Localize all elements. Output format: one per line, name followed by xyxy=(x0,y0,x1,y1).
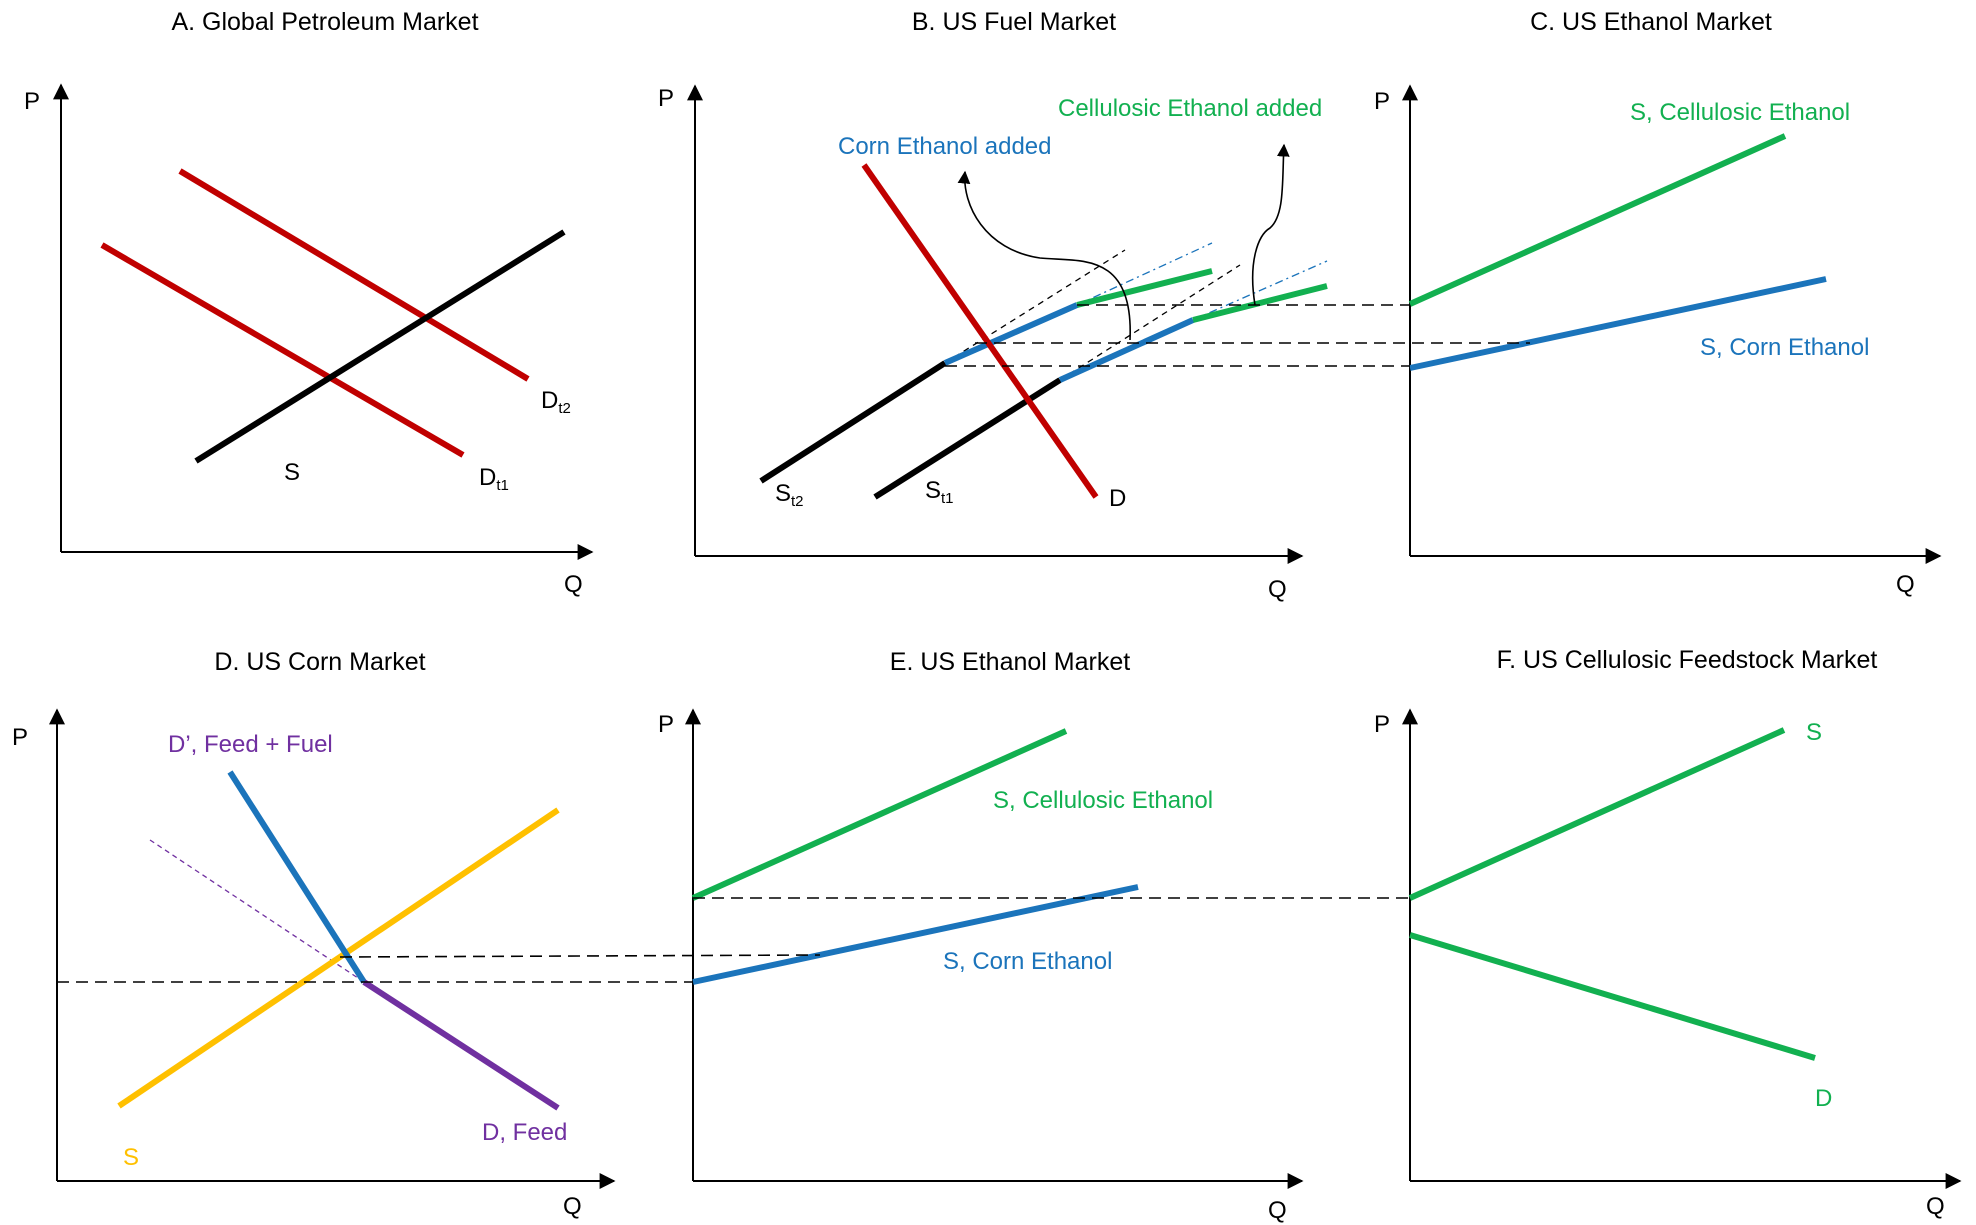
panel-b-cellulosic-added-label: Cellulosic Ethanol added xyxy=(1058,95,1322,122)
panel-b-supply-t2-curve xyxy=(759,360,947,484)
panel-b-st2-blue-extension xyxy=(1076,242,1213,306)
panel-f-supply-curve xyxy=(1408,727,1786,901)
panel-e-corn-supply-label: S, Corn Ethanol xyxy=(943,948,1112,975)
panel-d-supply-curve xyxy=(117,807,560,1109)
panel-d-supply-label: S xyxy=(123,1144,139,1171)
panel-a-demand-t1-label: Dt1 xyxy=(479,464,509,494)
panel-b-supply-t1-curve xyxy=(873,377,1062,500)
panel-c-title: C. US Ethanol Market xyxy=(1530,8,1772,36)
panel-c-corn-supply-curve xyxy=(1409,276,1827,371)
panel-b-st2-extension-dashed xyxy=(944,249,1126,364)
panel-b-title: B. US Fuel Market xyxy=(912,8,1116,36)
panel-f-us-cellulosic-feedstock-market: F. US Cellulosic Feedstock Market P Q S … xyxy=(1374,646,1962,1220)
panel-c-us-ethanol-market: C. US Ethanol Market P Q S, Cellulosic E… xyxy=(1374,8,1942,598)
panel-e-x-axis-label: Q xyxy=(1268,1197,1287,1224)
panel-d-y-axis-label: P xyxy=(12,724,28,751)
panel-f-x-axis-label: Q xyxy=(1926,1193,1945,1220)
panel-a-y-axis-label: P xyxy=(24,88,40,115)
panel-b-us-fuel-market: B. US Fuel Market P Q Corn Ethanol added… xyxy=(658,8,1328,603)
panel-a-x-axis-label: Q xyxy=(564,571,583,598)
panel-c-cellulosic-supply-curve xyxy=(1408,133,1787,307)
panel-b-supply-t1-label: St1 xyxy=(925,477,954,507)
panel-d-feed-demand-label: D, Feed xyxy=(482,1119,567,1146)
panel-d-feed-fuel-demand-label: D’, Feed + Fuel xyxy=(168,731,333,758)
panel-f-supply-label: S xyxy=(1806,719,1822,746)
panel-a-demand-t2-label: Dt2 xyxy=(541,387,571,417)
panel-e-cellulosic-supply-label: S, Cellulosic Ethanol xyxy=(993,787,1213,814)
panel-a-global-petroleum-market: A. Global Petroleum Market P Q S Dt1 Dt2 xyxy=(24,8,594,598)
panel-e-corn-supply-curve xyxy=(692,884,1139,985)
panel-c-cellulosic-supply-label: S, Cellulosic Ethanol xyxy=(1630,99,1850,126)
panel-e-y-axis-label: P xyxy=(658,711,674,738)
panel-d-title: D. US Corn Market xyxy=(214,648,425,676)
panel-c-x-axis-label: Q xyxy=(1896,571,1915,598)
panel-b-supply-t1-cellulosic-segment xyxy=(1192,283,1328,323)
panel-b-supply-t1-corn-segment xyxy=(1058,317,1195,383)
panel-b-cellulosic-added-callout-arrow xyxy=(1251,143,1290,306)
panel-f-demand-label: D xyxy=(1815,1085,1832,1112)
panel-c-corn-supply-label: S, Corn Ethanol xyxy=(1700,334,1869,361)
panel-b-x-axis-label: Q xyxy=(1268,576,1287,603)
guide-feed-fuel-price-d-to-e xyxy=(339,954,821,958)
panel-b-demand-curve xyxy=(861,163,1099,499)
panel-b-demand-label: D xyxy=(1109,485,1126,512)
panel-a-supply-label: S xyxy=(284,459,300,486)
panel-d-x-axis-label: Q xyxy=(563,1193,582,1220)
panel-e-cellulosic-supply-curve xyxy=(691,728,1068,901)
panel-d-us-corn-market: D. US Corn Market P Q D’, Feed + Fuel D,… xyxy=(12,648,616,1220)
panel-e-title: E. US Ethanol Market xyxy=(890,648,1130,676)
panel-b-corn-added-callout-arrow xyxy=(957,170,1131,341)
panel-a-demand-t2-curve xyxy=(178,168,530,382)
panel-a-title: A. Global Petroleum Market xyxy=(171,8,478,36)
panel-b-supply-t2-cellulosic-segment xyxy=(1076,268,1213,308)
panel-b-st1-blue-extension xyxy=(1192,260,1328,321)
panel-f-y-axis-label: P xyxy=(1374,711,1390,738)
panel-b-corn-added-label: Corn Ethanol added xyxy=(838,133,1052,160)
panel-d-feed-fuel-demand-curve xyxy=(227,770,367,984)
panel-b-supply-t2-corn-segment xyxy=(943,302,1079,366)
panel-a-supply-curve xyxy=(194,229,566,464)
panel-d-feed-demand-curve xyxy=(362,979,560,1111)
panel-b-st1-extension-dashed xyxy=(1059,264,1241,381)
panel-c-y-axis-label: P xyxy=(1374,88,1390,115)
panel-f-title: F. US Cellulosic Feedstock Market xyxy=(1497,646,1878,674)
panel-f-demand-curve xyxy=(1409,932,1816,1061)
panel-e-us-ethanol-market: E. US Ethanol Market P Q S, Cellulosic E… xyxy=(658,648,1304,1224)
panel-a-demand-t1-curve xyxy=(100,242,465,458)
panel-b-y-axis-label: P xyxy=(658,85,674,112)
panel-b-supply-t2-label: St2 xyxy=(775,480,804,510)
panel-d-feed-demand-extension-dashed xyxy=(149,839,365,983)
